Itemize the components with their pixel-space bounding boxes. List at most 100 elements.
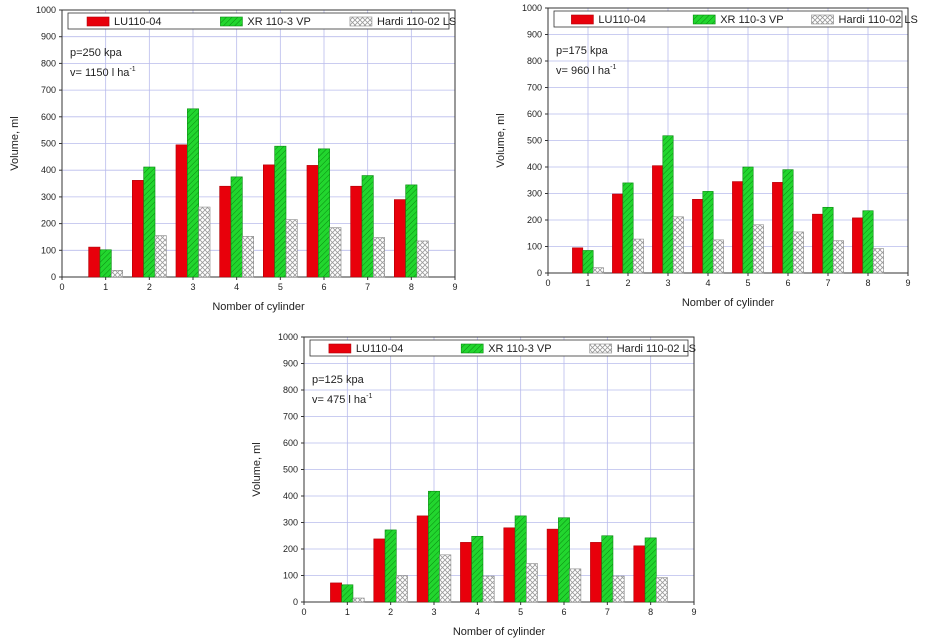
x-tick-label: 3	[190, 282, 195, 292]
bar-xr-110-3-vp-1	[582, 250, 594, 274]
legend-label: LU110-04	[598, 14, 646, 26]
y-tick-label: 400	[527, 162, 542, 172]
y-tick-label: 1000	[522, 3, 542, 13]
bar-hardi-110-02-ls-3	[198, 206, 211, 278]
y-tick-label: 700	[527, 83, 542, 93]
x-tick-label: 0	[59, 282, 64, 292]
y-tick-label: 700	[283, 412, 298, 422]
bar-lu110-04-7	[812, 213, 824, 274]
legend-swatch	[571, 14, 594, 25]
legend-swatch	[460, 343, 484, 354]
bar-xr-110-3-vp-8	[405, 184, 418, 278]
bar-lu110-04-4	[692, 199, 704, 274]
y-tick-label: 100	[527, 242, 542, 252]
bar-xr-110-3-vp-6	[318, 148, 330, 278]
legend-swatch	[811, 14, 834, 25]
y-tick-label: 500	[41, 139, 56, 149]
y-tick-label: 200	[527, 215, 542, 225]
bar-lu110-04-3	[416, 515, 429, 603]
y-tick-label: 400	[283, 491, 298, 501]
bar-xr-110-3-vp-4	[702, 191, 714, 274]
y-tick-label: 1000	[36, 5, 56, 15]
x-tick-label: 9	[905, 278, 910, 288]
x-tick-label: 4	[234, 282, 239, 292]
bar-hardi-110-02-ls-4	[242, 236, 254, 278]
bar-xr-110-3-vp-5	[514, 515, 527, 603]
y-tick-label: 600	[41, 112, 56, 122]
bar-lu110-04-5	[503, 527, 516, 603]
volume-rate-annotation: v= 1150 l ha-1	[70, 66, 136, 79]
bar-xr-110-3-vp-5	[742, 166, 754, 274]
x-tick-label: 8	[865, 278, 870, 288]
x-tick-label: 7	[825, 278, 830, 288]
bar-lu110-04-7	[350, 185, 363, 278]
bar-xr-110-3-vp-4	[230, 176, 243, 278]
legend-label: LU110-04	[356, 343, 404, 355]
bar-hardi-110-02-ls-8	[872, 248, 884, 274]
bar-hardi-110-02-ls-2	[395, 575, 408, 603]
x-tick-label: 0	[545, 278, 550, 288]
y-tick-label: 800	[283, 385, 298, 395]
bar-xr-110-3-vp-2	[143, 166, 156, 278]
y-tick-label: 800	[41, 58, 56, 68]
y-axis-label: Volume, ml	[9, 116, 21, 170]
y-axis-label: Volume, ml	[495, 113, 507, 167]
x-tick-label: 2	[388, 607, 393, 617]
legend: LU110-04 XR 110-3 VP Hardi 110-02 LS	[309, 339, 696, 357]
bar-xr-110-3-vp-3	[187, 108, 199, 278]
y-tick-label: 100	[283, 571, 298, 581]
x-tick-label: 5	[518, 607, 523, 617]
bar-hardi-110-02-ls-5	[525, 563, 538, 603]
y-tick-label: 300	[283, 518, 298, 528]
bar-lu110-04-8	[852, 217, 864, 274]
bar-hardi-110-02-ls-3	[439, 554, 452, 603]
bar-hardi-110-02-ls-2	[154, 235, 167, 278]
bar-hardi-110-02-ls-7	[832, 240, 844, 274]
legend: LU110-04 XR 110-3 VP Hardi 110-02 LS	[553, 10, 918, 28]
y-tick-label: 500	[283, 465, 298, 475]
x-tick-label: 2	[147, 282, 152, 292]
bar-lu110-04-8	[633, 545, 646, 603]
y-tick-label: 200	[41, 219, 56, 229]
bar-lu110-04-8	[394, 199, 406, 278]
bar-xr-110-3-vp-3	[662, 135, 674, 274]
y-tick-label: 800	[527, 56, 542, 66]
bar-lu110-04-1	[330, 582, 342, 603]
legend-label: Hardi 110-02 LS	[617, 343, 696, 355]
x-tick-label: 3	[665, 278, 670, 288]
legend-label: Hardi 110-02 LS	[377, 16, 456, 28]
y-tick-label: 600	[527, 109, 542, 119]
legend-swatch	[220, 16, 243, 27]
bar-lu110-04-1	[572, 247, 584, 274]
chart-top-right: 0 100 200 300 400 500 600 700 800 900 1000 0 1 2 3 4 5 6…	[495, 3, 918, 309]
x-tick-label: 0	[301, 607, 306, 617]
bar-xr-110-3-vp-7	[822, 206, 834, 274]
bar-xr-110-3-vp-7	[361, 175, 374, 278]
bar-lu110-04-5	[732, 181, 744, 274]
y-tick-label: 900	[41, 32, 56, 42]
bar-lu110-04-6	[546, 528, 559, 603]
bar-lu110-04-2	[612, 193, 624, 274]
bar-xr-110-3-vp-2	[384, 529, 397, 603]
y-tick-label: 0	[293, 597, 298, 607]
y-tick-label: 500	[527, 136, 542, 146]
y-tick-label: 900	[283, 359, 298, 369]
bar-hardi-110-02-ls-3	[672, 216, 684, 274]
pressure-annotation: p=250 kpa	[70, 47, 123, 59]
bar-hardi-110-02-ls-6	[569, 568, 582, 603]
bar-hardi-110-02-ls-4	[482, 575, 495, 603]
bar-xr-110-3-vp-6	[558, 517, 570, 603]
x-tick-label: 9	[691, 607, 696, 617]
bar-hardi-110-02-ls-1	[111, 270, 123, 278]
x-tick-label: 7	[605, 607, 610, 617]
y-tick-label: 900	[527, 30, 542, 40]
bar-lu110-04-2	[373, 538, 386, 603]
pressure-annotation: p=175 kpa	[556, 45, 609, 57]
x-tick-label: 3	[431, 607, 436, 617]
bar-hardi-110-02-ls-7	[612, 575, 625, 603]
bar-lu110-04-6	[772, 182, 784, 274]
x-tick-label: 1	[103, 282, 108, 292]
bar-hardi-110-02-ls-5	[285, 219, 298, 278]
legend-label: XR 110-3 VP	[247, 16, 310, 28]
